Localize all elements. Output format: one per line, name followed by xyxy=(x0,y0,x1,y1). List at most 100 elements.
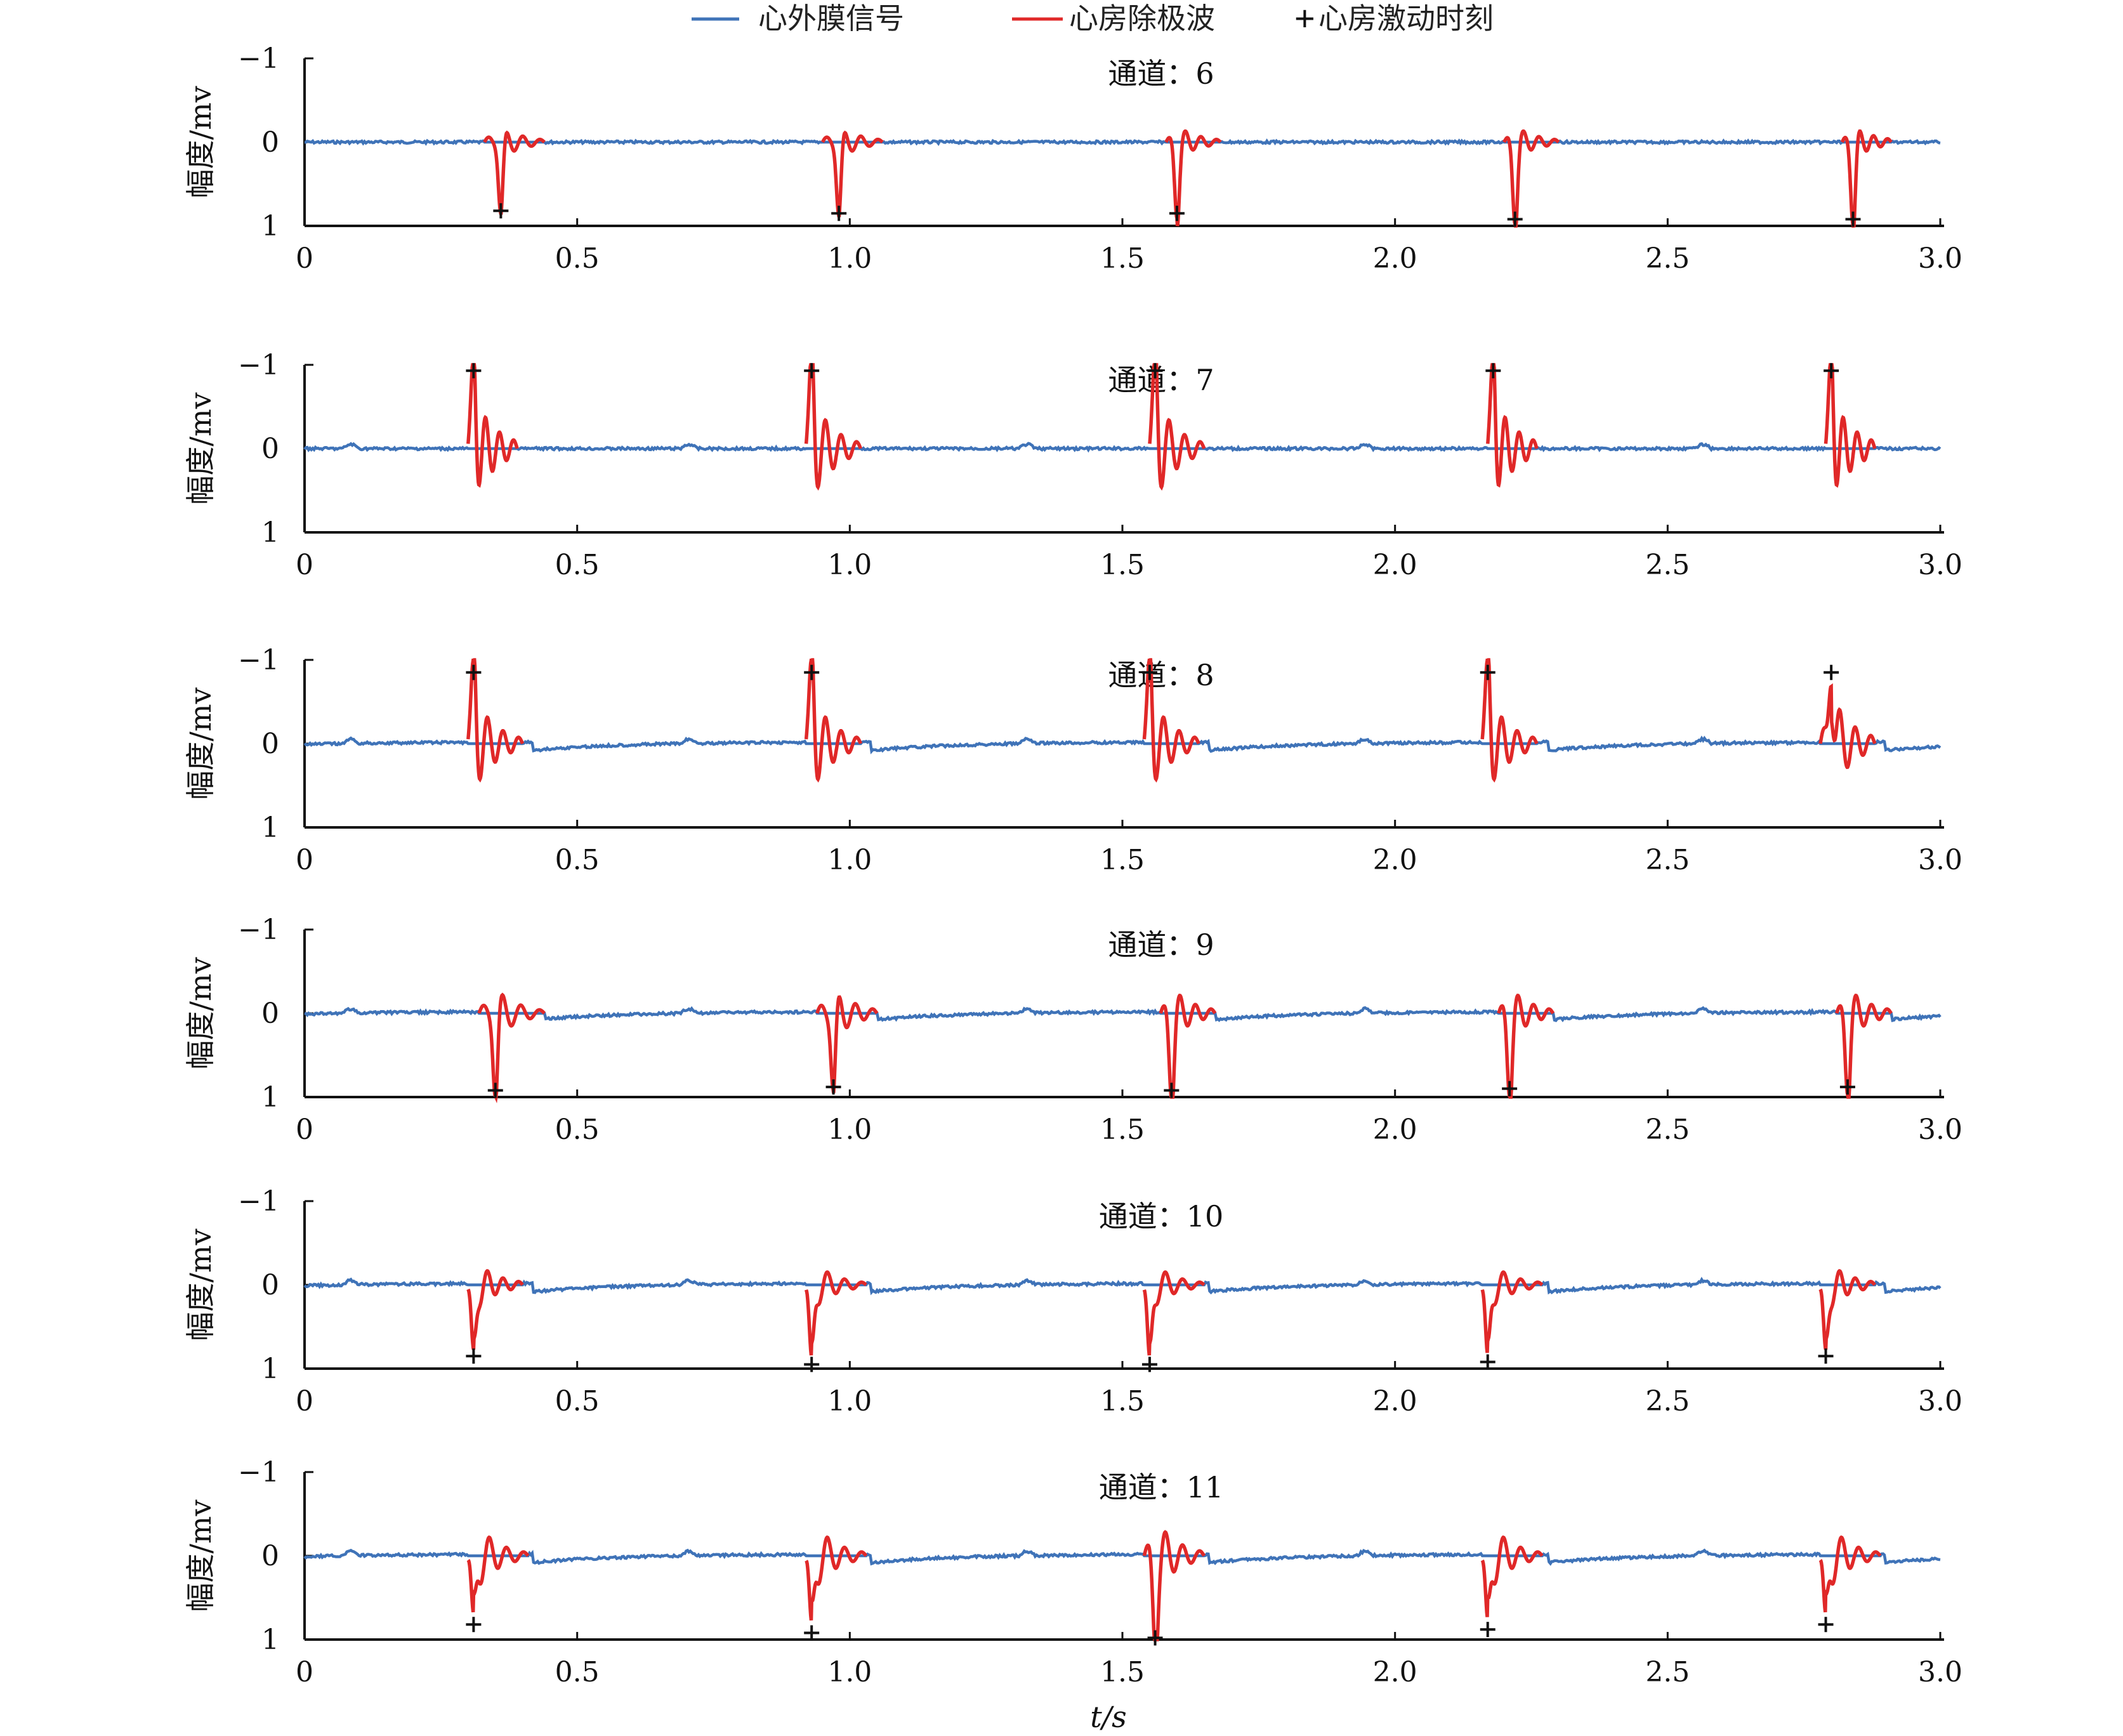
activation-marker xyxy=(466,363,482,379)
activation-marker xyxy=(466,1348,482,1364)
y-tick-label: 1 xyxy=(261,1081,279,1114)
x-axis-title: t/s xyxy=(1090,1700,1127,1734)
activation-marker xyxy=(1480,1622,1495,1638)
series-epicardial-line xyxy=(303,735,1942,754)
x-tick-label: 1.0 xyxy=(827,242,872,275)
series-depolarization-wave xyxy=(477,992,546,1103)
y-tick-label: 1 xyxy=(261,210,279,242)
series-depolarization-wave xyxy=(483,130,546,215)
x-tick-label: 0 xyxy=(296,1385,313,1417)
panel-title: 通道：8 xyxy=(1108,658,1214,692)
x-tick-label: 2.0 xyxy=(1373,1114,1417,1146)
series-depolarization-wave xyxy=(815,995,879,1093)
x-tick-label: 1.5 xyxy=(1100,1114,1145,1146)
x-tick-label: 0.5 xyxy=(555,242,600,275)
series-depolarization-wave xyxy=(1480,1535,1544,1617)
activation-marker xyxy=(466,1617,482,1633)
x-tick-label: 3.0 xyxy=(1918,242,1962,275)
x-tick-label: 0.5 xyxy=(555,549,600,581)
y-tick-label: 0 xyxy=(261,1540,279,1572)
series-depolarization-wave xyxy=(1142,1270,1206,1356)
x-tick-label: 0 xyxy=(296,1656,313,1688)
x-tick-label: 2.0 xyxy=(1373,1385,1417,1417)
activation-marker xyxy=(804,1625,820,1641)
activation-marker xyxy=(831,206,847,221)
x-tick-label: 0.5 xyxy=(555,844,600,876)
y-tick-label: 0 xyxy=(261,1269,279,1301)
y-tick-label: 1 xyxy=(261,1624,279,1656)
x-tick-label: 3.0 xyxy=(1918,1114,1962,1146)
series-depolarization-wave xyxy=(1142,1530,1206,1641)
activation-marker xyxy=(1147,363,1163,379)
y-tick-label: −1 xyxy=(238,644,279,676)
y-tick-label: 1 xyxy=(261,1353,279,1385)
x-tick-label: 3.0 xyxy=(1918,1385,1962,1417)
y-axis-title: 幅度/mv xyxy=(183,392,218,504)
panel-title: 通道：7 xyxy=(1108,363,1214,397)
activation-marker xyxy=(804,363,820,379)
activation-marker xyxy=(1845,211,1861,227)
series-depolarization-wave xyxy=(804,1270,867,1356)
series-depolarization-wave xyxy=(466,1268,524,1350)
activation-marker xyxy=(825,1079,841,1095)
activation-marker xyxy=(1824,363,1839,379)
activation-marker xyxy=(1141,664,1157,680)
activation-marker xyxy=(1485,363,1501,379)
x-tick-label: 3.0 xyxy=(1918,549,1962,581)
series-epicardial-line xyxy=(303,442,1942,453)
x-tick-label: 2.5 xyxy=(1645,844,1690,876)
x-tick-label: 1.5 xyxy=(1100,1656,1145,1688)
y-axis-title: 幅度/mv xyxy=(183,957,218,1069)
series-depolarization-wave xyxy=(821,130,884,218)
activation-marker xyxy=(1839,1079,1855,1095)
x-tick-label: 0.5 xyxy=(555,1385,600,1417)
series-depolarization-wave xyxy=(1497,994,1555,1099)
x-tick-label: 0.5 xyxy=(555,1114,600,1146)
x-tick-label: 0 xyxy=(296,242,313,275)
y-axis-title: 幅度/mv xyxy=(183,1499,218,1612)
x-tick-label: 3.0 xyxy=(1918,844,1962,876)
x-tick-label: 1.5 xyxy=(1100,549,1145,581)
x-tick-label: 2.0 xyxy=(1373,549,1417,581)
x-tick-label: 1.0 xyxy=(827,1114,872,1146)
series-epicardial-line xyxy=(304,1006,1942,1023)
series-depolarization-wave xyxy=(1142,658,1200,783)
y-tick-label: 0 xyxy=(261,728,279,760)
activation-marker xyxy=(804,1357,820,1372)
series-depolarization-wave xyxy=(805,1535,868,1621)
panel-title: 通道：9 xyxy=(1108,928,1214,962)
x-tick-label: 1.0 xyxy=(827,549,872,581)
series-depolarization-wave xyxy=(1486,363,1539,488)
x-tick-label: 0 xyxy=(296,1114,313,1146)
x-tick-label: 2.5 xyxy=(1645,1656,1690,1688)
activation-marker xyxy=(466,664,482,680)
activation-marker xyxy=(1818,1348,1834,1364)
x-tick-label: 2.5 xyxy=(1645,242,1690,275)
panel-title: 通道：10 xyxy=(1099,1199,1224,1233)
series-depolarization-wave xyxy=(804,658,862,783)
series-depolarization-wave xyxy=(1818,683,1877,770)
x-tick-label: 2.0 xyxy=(1373,242,1417,275)
activation-marker xyxy=(487,1082,503,1098)
series-depolarization-wave xyxy=(804,363,863,491)
y-axis-title: 幅度/mv xyxy=(183,1228,218,1341)
y-tick-label: 0 xyxy=(261,997,279,1030)
activation-marker xyxy=(1480,664,1495,680)
y-tick-label: −1 xyxy=(238,914,279,946)
series-depolarization-wave xyxy=(1480,1270,1544,1353)
series-depolarization-wave xyxy=(1824,363,1877,488)
y-tick-label: −1 xyxy=(238,349,279,381)
legend-label-depolarization: 心房除极波 xyxy=(1069,1,1215,36)
x-tick-label: 2.0 xyxy=(1373,844,1417,876)
activation-marker xyxy=(1147,1630,1163,1646)
y-tick-label: −1 xyxy=(238,43,279,75)
x-tick-label: 2.0 xyxy=(1373,1656,1417,1688)
series-epicardial-line xyxy=(303,1548,1941,1566)
activation-marker xyxy=(1141,1357,1157,1372)
y-axis-title: 幅度/mv xyxy=(183,687,218,799)
